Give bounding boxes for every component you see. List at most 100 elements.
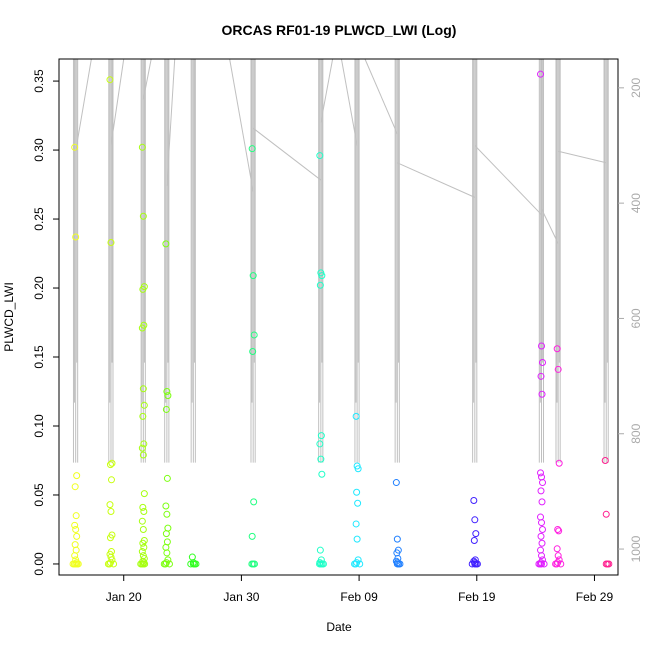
data-point <box>140 490 148 498</box>
data-point <box>140 401 148 409</box>
data-point <box>162 543 170 551</box>
altitude-connector <box>75 58 92 152</box>
y-tick-label: 0.25 <box>32 207 46 231</box>
data-point <box>107 508 115 516</box>
data-point <box>356 560 364 568</box>
data-point <box>250 498 258 506</box>
data-point <box>553 560 561 568</box>
data-point <box>163 510 171 518</box>
x-tick-label: Jan 30 <box>223 590 259 604</box>
y-tick-label: 0.10 <box>32 414 46 438</box>
data-point <box>538 473 546 481</box>
altitude-sweep <box>394 59 400 463</box>
data-point <box>537 546 545 554</box>
data-point <box>473 560 481 568</box>
data-point <box>139 412 147 420</box>
data-point <box>538 519 546 527</box>
flight-points <box>104 76 118 568</box>
altitude-sweep <box>72 59 79 463</box>
flight-points <box>187 553 200 568</box>
altitude-sweep <box>603 59 609 463</box>
data-point <box>107 239 115 246</box>
y-tick-label: 0.05 <box>32 483 46 507</box>
y-tick-label: 0.30 <box>32 138 46 162</box>
data-point <box>318 470 326 478</box>
data-point <box>163 549 171 557</box>
data-point <box>318 272 326 280</box>
data-point <box>139 285 147 293</box>
data-point <box>110 560 118 568</box>
data-point <box>538 552 546 560</box>
y-tick-label: 0.15 <box>32 345 46 369</box>
data-point <box>73 472 81 480</box>
data-point <box>74 560 82 568</box>
x-tick-label: Feb 29 <box>576 590 614 604</box>
data-point <box>470 497 478 504</box>
data-point <box>317 455 325 463</box>
data-point <box>106 560 114 568</box>
chart-title: ORCAS RF01-19 PLWCD_LWI (Log) <box>222 22 457 38</box>
data-point <box>72 233 80 241</box>
data-point <box>162 240 170 248</box>
data-point <box>140 440 148 448</box>
data-point <box>537 487 545 495</box>
data-point <box>316 440 324 448</box>
data-point <box>188 553 196 561</box>
data-point <box>537 513 545 521</box>
data-point <box>250 560 258 568</box>
altitude-connector <box>364 58 398 135</box>
data-point <box>392 479 400 487</box>
data-point <box>352 560 360 568</box>
data-point <box>468 560 476 568</box>
flight-points <box>468 497 481 568</box>
data-point <box>72 525 80 533</box>
data-point <box>538 498 546 506</box>
flight-points <box>552 345 565 568</box>
data-point <box>317 432 325 440</box>
data-point <box>555 459 563 467</box>
data-point <box>139 451 147 459</box>
data-point <box>537 469 545 477</box>
altitude-sweep <box>164 59 170 463</box>
data-point <box>139 539 147 547</box>
data-point <box>537 532 545 540</box>
data-point <box>71 541 79 549</box>
data-point <box>140 508 148 516</box>
data-point <box>249 272 257 280</box>
data-point <box>250 331 258 339</box>
data-point <box>138 444 146 452</box>
altitude-sweep <box>250 59 256 463</box>
x-axis-label: Date <box>326 620 352 634</box>
data-point <box>538 539 546 547</box>
data-point <box>602 510 610 518</box>
data-point <box>162 405 170 413</box>
data-point <box>353 535 361 543</box>
data-point <box>163 474 171 482</box>
data-point <box>393 535 401 543</box>
data-point <box>471 516 479 524</box>
data-point <box>248 532 256 540</box>
data-point <box>162 530 170 538</box>
data-point <box>138 143 146 151</box>
data-point <box>396 560 404 568</box>
data-point <box>187 560 195 568</box>
data-point <box>192 560 200 568</box>
flight-points <box>392 479 404 568</box>
altitude-connector <box>474 145 542 216</box>
flight-points <box>601 456 613 568</box>
y2-tick-label: 200 <box>629 77 643 97</box>
data-point <box>472 530 480 538</box>
data-points <box>69 70 613 568</box>
data-point <box>163 388 171 395</box>
data-point <box>352 520 360 528</box>
data-point <box>71 483 79 491</box>
data-point <box>554 365 562 373</box>
altitude-sweep <box>472 59 478 463</box>
data-point <box>165 560 173 568</box>
flight-points <box>535 70 548 568</box>
flight-points <box>316 152 327 568</box>
data-point <box>71 552 79 560</box>
altitude-sweep <box>108 59 114 463</box>
altitude-connector <box>541 208 559 244</box>
data-point <box>352 412 360 420</box>
